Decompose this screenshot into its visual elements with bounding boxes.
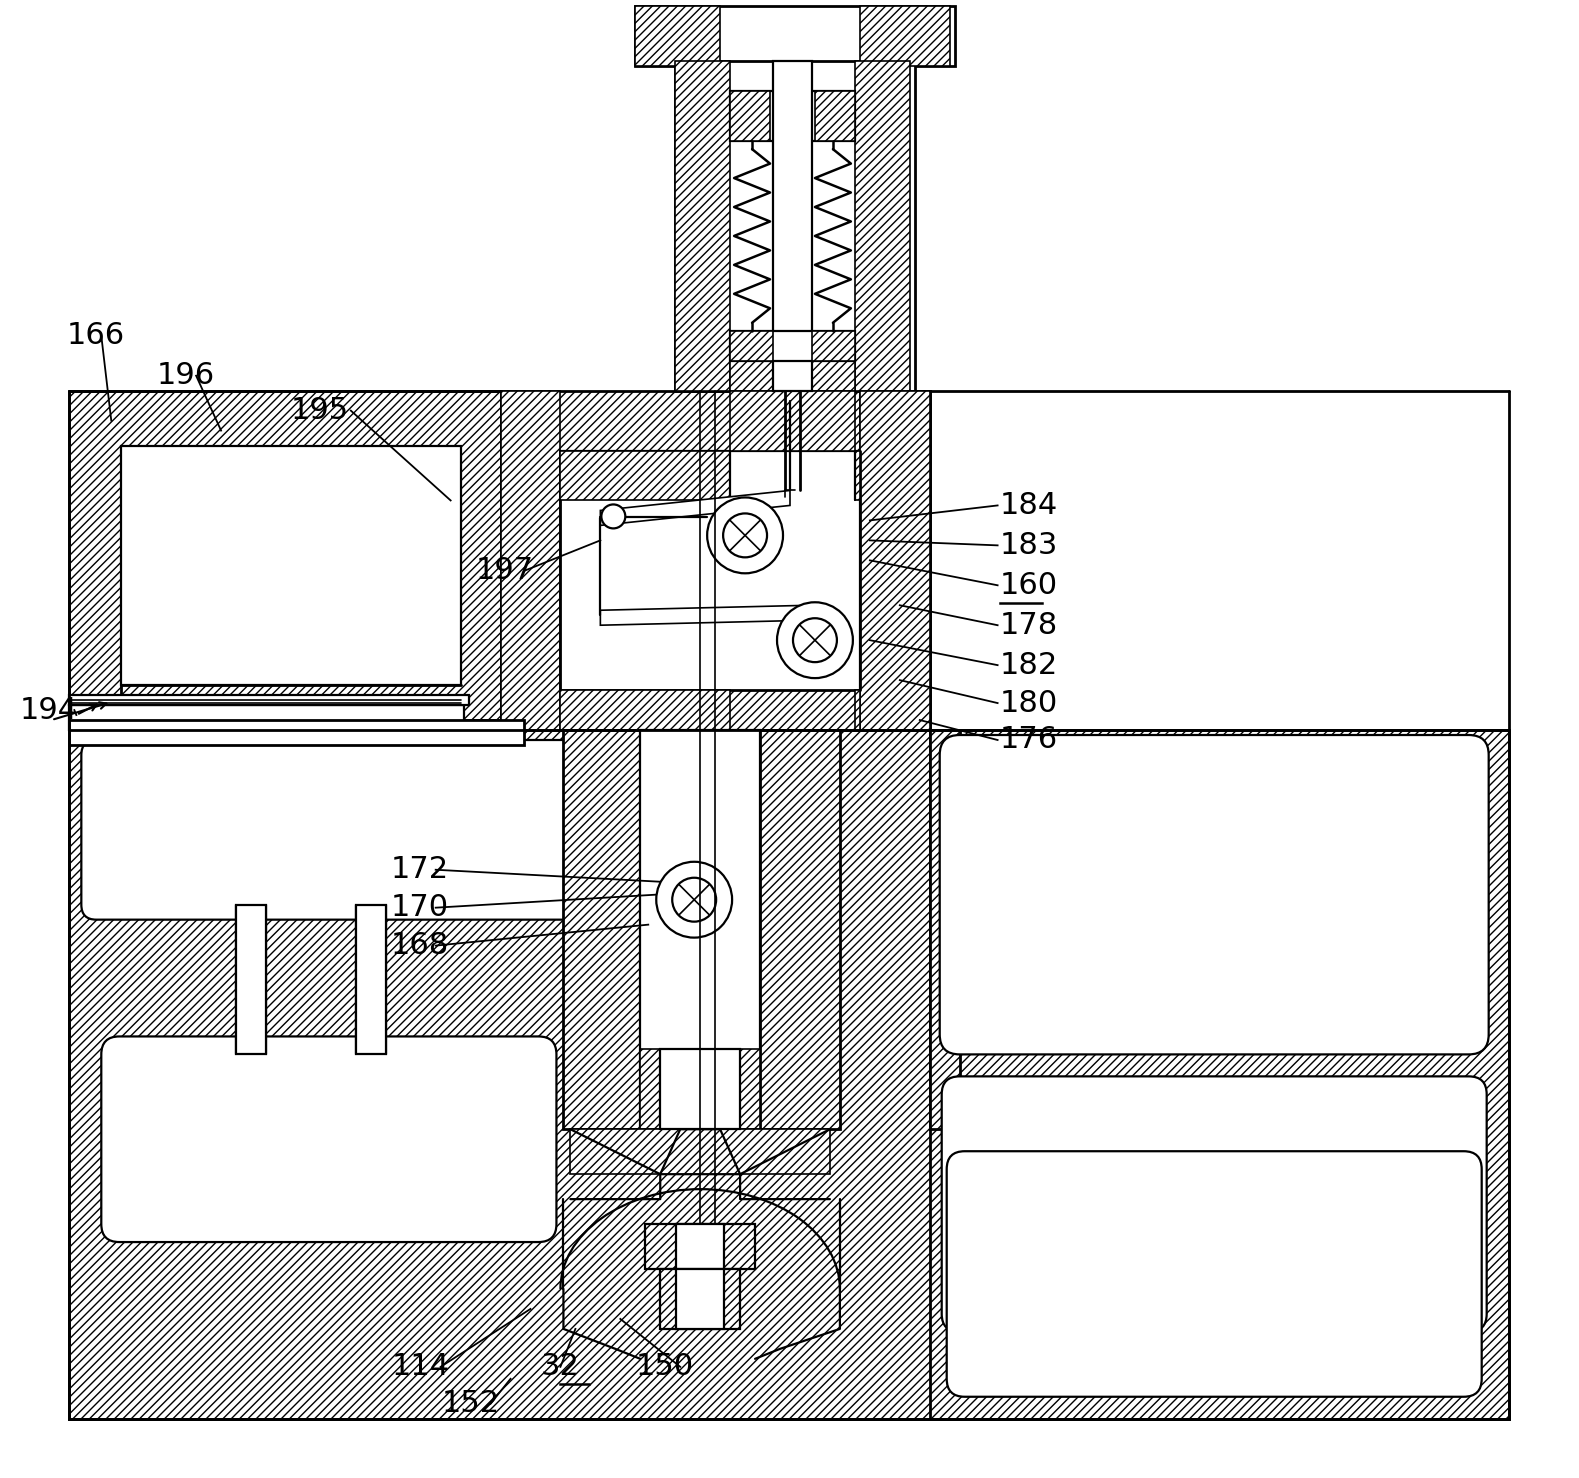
Text: 184: 184 [1000, 491, 1058, 520]
Text: 195: 195 [291, 396, 349, 426]
Polygon shape [729, 390, 854, 451]
Polygon shape [501, 390, 561, 730]
Bar [69, 705, 464, 730]
Text: 183: 183 [1000, 531, 1058, 560]
Polygon shape [759, 730, 840, 1129]
Polygon shape [660, 1270, 741, 1329]
Polygon shape [646, 1224, 755, 1270]
FancyBboxPatch shape [82, 740, 581, 919]
Bar [69, 720, 524, 745]
Bar [639, 730, 759, 1129]
Bar [676, 61, 914, 390]
Polygon shape [729, 331, 774, 361]
FancyBboxPatch shape [941, 1076, 1487, 1332]
Circle shape [707, 498, 783, 573]
Text: 172: 172 [390, 856, 448, 884]
Text: 197: 197 [475, 556, 534, 585]
Polygon shape [861, 6, 949, 67]
Bar [660, 1049, 741, 1129]
Text: 178: 178 [1000, 610, 1058, 640]
Polygon shape [660, 1129, 741, 1174]
Polygon shape [561, 451, 729, 501]
Polygon shape [815, 92, 854, 140]
Text: 150: 150 [636, 1352, 695, 1382]
Bar [676, 1224, 725, 1270]
FancyBboxPatch shape [940, 735, 1489, 1054]
Bar [729, 92, 854, 140]
Bar [729, 331, 854, 361]
Polygon shape [635, 6, 720, 67]
Circle shape [673, 878, 717, 922]
Polygon shape [564, 730, 639, 1129]
FancyBboxPatch shape [947, 1151, 1481, 1397]
Text: 180: 180 [1000, 689, 1058, 717]
Polygon shape [600, 491, 790, 525]
Polygon shape [600, 606, 810, 625]
Text: 168: 168 [390, 931, 448, 961]
Polygon shape [930, 730, 1508, 1419]
Text: 182: 182 [1000, 650, 1058, 680]
Polygon shape [639, 1049, 759, 1129]
Polygon shape [69, 720, 456, 745]
Bar [69, 730, 1508, 1419]
Text: 170: 170 [390, 893, 448, 922]
Bar [676, 1270, 725, 1329]
Polygon shape [861, 390, 930, 730]
Bar [235, 905, 265, 1054]
Polygon shape [676, 61, 729, 390]
Text: 32: 32 [542, 1352, 579, 1382]
Text: 160: 160 [1000, 571, 1058, 600]
Circle shape [793, 618, 837, 662]
Circle shape [657, 862, 733, 937]
Polygon shape [561, 390, 930, 730]
Text: 194: 194 [19, 696, 77, 724]
Polygon shape [854, 690, 861, 730]
Bar [69, 695, 469, 705]
Text: 114: 114 [392, 1352, 450, 1382]
Text: 176: 176 [1000, 726, 1058, 754]
Polygon shape [69, 730, 1508, 1419]
Polygon shape [561, 690, 729, 730]
Bar [774, 61, 812, 390]
Circle shape [777, 602, 853, 678]
Bar [561, 451, 861, 730]
Bar [930, 730, 960, 1129]
Polygon shape [812, 331, 854, 361]
Circle shape [723, 513, 767, 557]
Polygon shape [501, 390, 930, 730]
Polygon shape [69, 390, 501, 720]
Polygon shape [854, 451, 861, 501]
Polygon shape [729, 92, 771, 140]
Text: 196: 196 [156, 361, 215, 390]
Polygon shape [729, 356, 854, 390]
Bar [635, 6, 955, 67]
Circle shape [602, 504, 625, 529]
Text: 152: 152 [442, 1389, 499, 1419]
Polygon shape [854, 61, 910, 390]
Polygon shape [570, 1129, 831, 1174]
Bar [355, 905, 385, 1054]
Text: 166: 166 [66, 321, 125, 350]
FancyBboxPatch shape [101, 1036, 556, 1242]
Bar [122, 445, 461, 686]
